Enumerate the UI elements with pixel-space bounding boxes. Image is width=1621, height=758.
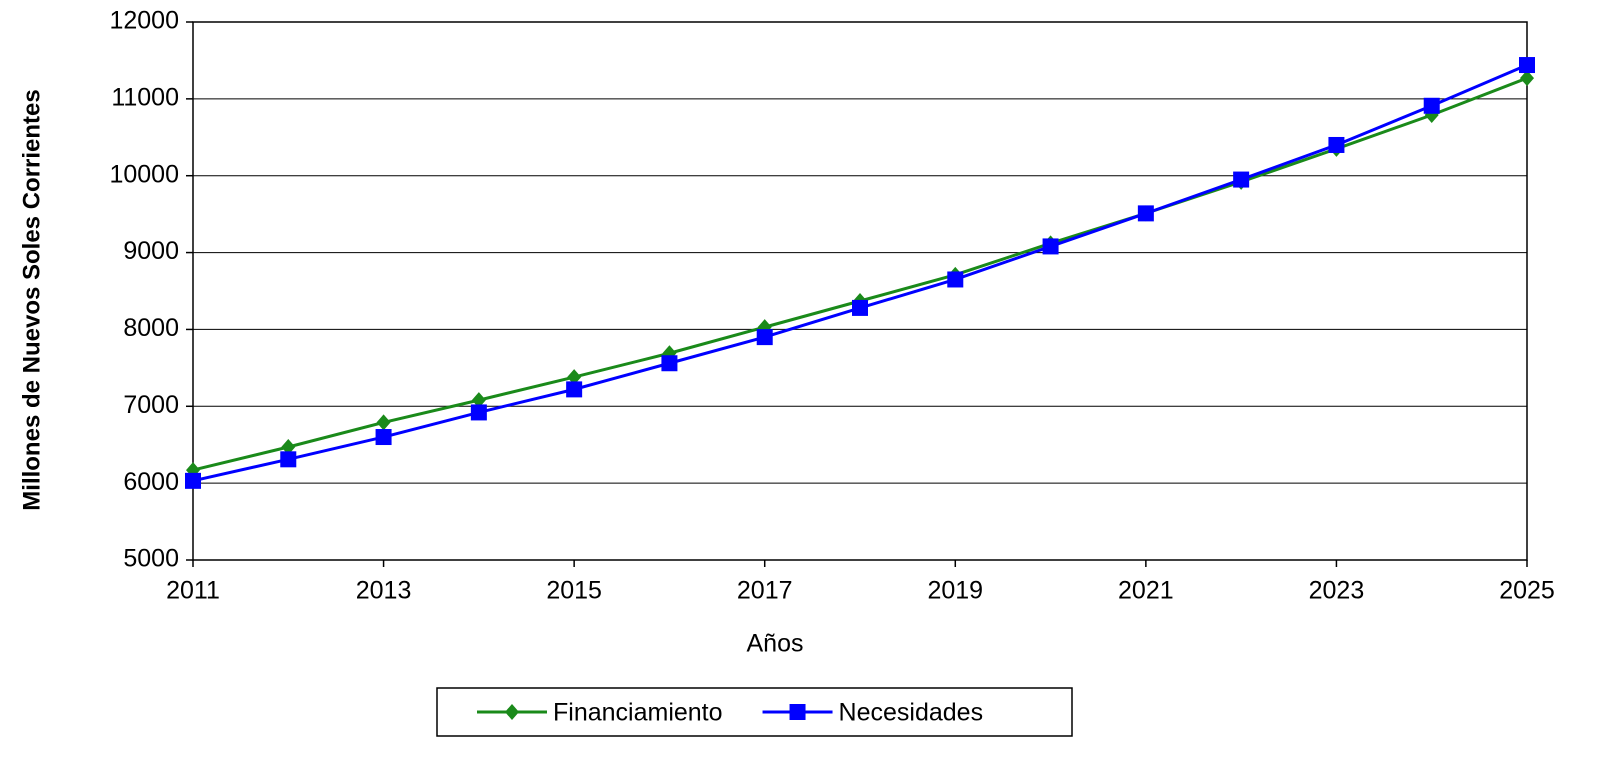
x-tick-label: 2013 — [356, 577, 412, 605]
x-tick-label: 2019 — [927, 577, 983, 605]
marker — [567, 369, 582, 386]
y-tick-label: 11000 — [111, 83, 179, 111]
marker — [756, 329, 773, 346]
x-tick-label: 2015 — [546, 577, 602, 605]
x-tick-label: 2023 — [1309, 577, 1365, 605]
marker — [947, 271, 964, 288]
marker — [1042, 238, 1059, 255]
marker — [566, 381, 583, 398]
legend-label: Financiamiento — [553, 699, 723, 727]
marker — [185, 472, 201, 489]
marker — [1520, 70, 1534, 87]
marker — [280, 451, 297, 468]
y-tick-label: 5000 — [123, 545, 179, 573]
y-tick-label: 10000 — [109, 160, 179, 188]
marker — [1233, 171, 1250, 188]
x-axis-title: Años — [747, 630, 804, 658]
marker — [1137, 205, 1154, 222]
marker — [1519, 57, 1535, 74]
legend-marker — [505, 704, 519, 720]
x-tick-label: 2025 — [1499, 577, 1555, 605]
plot-area — [193, 22, 1527, 560]
marker — [471, 392, 486, 409]
x-tick-label: 2021 — [1118, 577, 1174, 605]
legend-marker — [789, 704, 806, 720]
legend-label: Necesidades — [839, 699, 984, 727]
marker — [281, 439, 296, 456]
y-tick-label: 9000 — [123, 237, 179, 265]
marker — [1423, 97, 1440, 114]
y-tick-label: 8000 — [123, 314, 179, 342]
marker — [852, 299, 868, 316]
marker — [375, 429, 392, 446]
y-tick-label: 6000 — [123, 468, 179, 496]
marker — [376, 414, 391, 431]
x-tick-label: 2017 — [737, 577, 793, 605]
marker — [1328, 136, 1345, 153]
y-tick-label: 12000 — [109, 7, 179, 35]
x-tick-label: 2011 — [166, 577, 220, 605]
plot-border — [192, 21, 1528, 561]
legend: Financiamiento Necesidades — [436, 687, 1073, 737]
marker — [661, 355, 678, 372]
y-axis-title: Millones de Nuevos Soles Corrientes — [18, 89, 45, 510]
marker — [470, 404, 487, 421]
y-tick-label: 7000 — [123, 391, 179, 419]
